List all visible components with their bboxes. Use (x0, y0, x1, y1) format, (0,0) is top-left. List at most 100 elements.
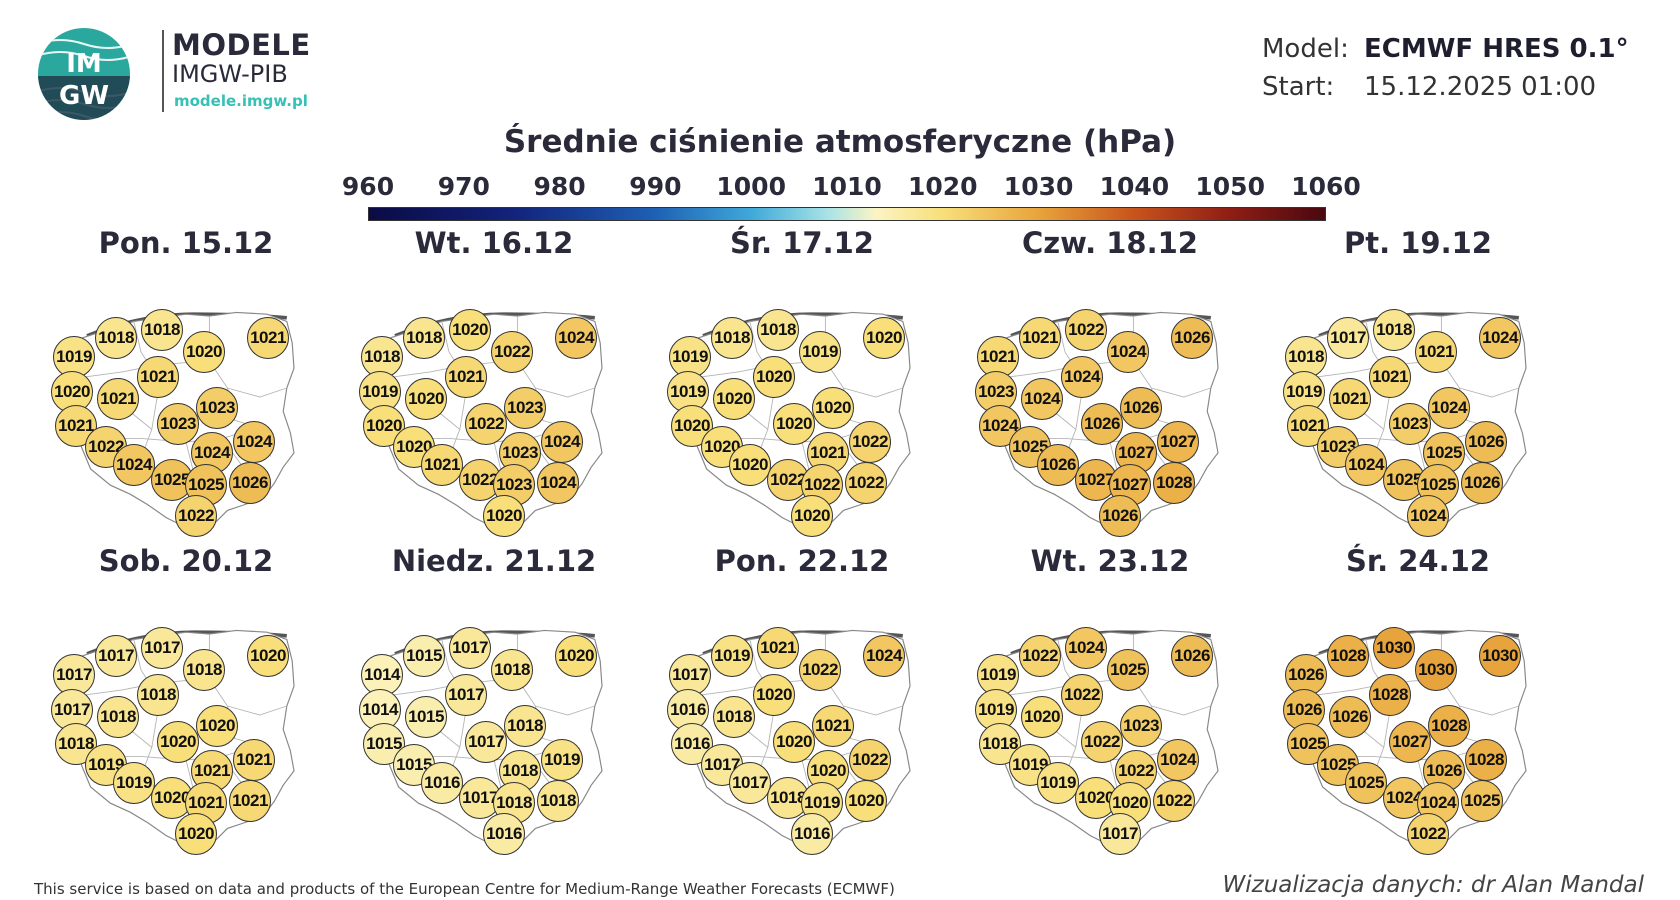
start-value: 15.12.2025 01:00 (1364, 72, 1597, 102)
panel-day-label: Pon. 22.12 (714, 544, 890, 578)
pressure-marker: 1020 (753, 674, 795, 717)
pressure-marker: 1024 (555, 316, 597, 359)
pressure-marker: 1022 (175, 494, 217, 537)
logo-divider (162, 30, 164, 112)
scale-tick-label: 1060 (1291, 172, 1361, 201)
pressure-marker: 1014 (361, 654, 403, 697)
region-border (1133, 360, 1211, 398)
pressure-marker: 1017 (445, 674, 487, 717)
pressure-marker: 1026 (1171, 634, 1213, 677)
pressure-marker: 1017 (1099, 812, 1141, 855)
station-markers: 1018 1017 1018 1021 1024 1019 1021 1021 1024 1021… (1268, 262, 1568, 537)
pressure-marker: 1022 (1065, 309, 1107, 352)
pressure-marker: 1023 (1389, 403, 1431, 445)
pressure-marker: 1020 (157, 721, 199, 763)
pressure-marker: 1018 (137, 674, 179, 717)
pressure-marker: 1023 (1120, 704, 1162, 747)
color-scale-ticks: 960 970 980 990 1000 1010 1020 1030 1040 1050 1060 (0, 172, 1680, 204)
station-markers: 1019 1022 1024 1025 1026 1019 1020 1022 1023 1018… (960, 580, 1260, 855)
pressure-marker: 1027 (1157, 421, 1199, 463)
scale-tick-label: 1040 (1099, 172, 1170, 201)
scale-tick-label: 1020 (908, 172, 978, 201)
pressure-marker: 1018 (141, 309, 183, 352)
pressure-marker: 1025 (1345, 762, 1387, 805)
model-label: Model: (1262, 34, 1349, 64)
region-border (517, 360, 595, 398)
scale-tick-label: 980 (533, 172, 586, 201)
pressure-marker: 1018 (491, 649, 533, 691)
pressure-marker: 1021 (247, 316, 289, 359)
station-markers: 1019 1018 1018 1020 1021 1020 1021 1021 1023 1021… (36, 262, 336, 537)
pressure-marker: 1028 (1428, 704, 1470, 747)
forecast-panel: Śr. 24.12 1026 1028 1030 1030 1030 1026 1026 102… (1268, 544, 1568, 855)
start-label: Start: (1262, 72, 1335, 102)
pressure-marker: 1019 (541, 739, 583, 781)
pressure-marker: 1024 (541, 421, 583, 463)
scale-tick-label: 1010 (812, 172, 882, 201)
pressure-marker: 1020 (363, 404, 405, 447)
panel-day-label: Śr. 17.12 (730, 226, 874, 260)
pressure-marker: 1023 (975, 370, 1017, 413)
pressure-marker: 1020 (247, 634, 289, 677)
pressure-marker: 1016 (791, 812, 833, 855)
forecast-panel: Czw. 18.12 1021 1021 1022 1024 1026 1023 1024 10… (960, 226, 1260, 537)
pressure-marker: 1026 (1285, 654, 1327, 697)
svg-text:GW: GW (59, 81, 109, 111)
scale-tick-label: 990 (629, 172, 682, 201)
forecast-panel: Wt. 23.12 1019 1022 1024 1025 1026 1019 1020 102… (960, 544, 1260, 855)
pressure-marker: 1020 (701, 426, 743, 469)
pressure-marker: 1018 (537, 780, 579, 823)
forecast-panel: Wt. 16.12 1018 1018 1020 1022 1024 1019 1020 102… (344, 226, 644, 537)
pressure-marker: 1030 (1373, 627, 1415, 670)
region-border (209, 678, 287, 716)
station-markers: 1019 1018 1018 1019 1020 1019 1020 1020 1020 1020… (652, 262, 952, 537)
pressure-marker: 1018 (403, 316, 445, 359)
pressure-marker: 1020 (753, 356, 795, 399)
pressure-marker: 1025 (1009, 426, 1051, 469)
pressure-marker: 1016 (421, 762, 463, 805)
pressure-marker: 1026 (1037, 444, 1079, 487)
pressure-marker: 1024 (1345, 444, 1387, 487)
pressure-marker: 1017 (465, 721, 507, 763)
model-value: ECMWF HRES 0.1° (1364, 34, 1629, 64)
pressure-marker: 1019 (113, 762, 155, 805)
forecast-panel: Pon. 15.12 1019 1018 1018 1020 1021 1020 1021 10… (36, 226, 336, 537)
pressure-marker: 1026 (1081, 403, 1123, 445)
pressure-marker: 1020 (812, 386, 854, 429)
pressure-marker: 1018 (757, 309, 799, 352)
pressure-marker: 1020 (773, 721, 815, 763)
pressure-marker: 1016 (483, 812, 525, 855)
pressure-marker: 1020 (845, 780, 887, 823)
pressure-marker: 1015 (403, 634, 445, 677)
pressure-marker: 1023 (157, 403, 199, 445)
pressure-marker: 1021 (233, 739, 275, 781)
pressure-marker: 1025 (1461, 780, 1503, 823)
panel-day-label: Pon. 15.12 (98, 226, 274, 260)
pressure-marker: 1026 (1461, 462, 1503, 505)
pressure-marker: 1023 (196, 386, 238, 429)
panel-day-label: Sob. 20.12 (98, 544, 274, 578)
scale-tick-label: 960 (341, 172, 395, 201)
pressure-marker: 1018 (1285, 336, 1327, 379)
region-border (825, 360, 903, 398)
pressure-marker: 1021 (1415, 331, 1457, 373)
brand-url-link[interactable]: modele.imgw.pl (174, 92, 308, 110)
pressure-marker: 1025 (1107, 649, 1149, 691)
pressure-marker: 1024 (1428, 386, 1470, 429)
pressure-marker: 1020 (483, 494, 525, 537)
pressure-marker: 1022 (465, 403, 507, 445)
pressure-marker: 1022 (849, 739, 891, 781)
pressure-marker: 1017 (95, 634, 137, 677)
footer-source: This service is based on data and produc… (34, 880, 895, 898)
pressure-marker: 1021 (1019, 316, 1061, 359)
pressure-marker: 1021 (445, 356, 487, 399)
pressure-marker: 1022 (849, 421, 891, 463)
panel-day-label: Wt. 16.12 (414, 226, 574, 260)
station-markers: 1018 1018 1020 1022 1024 1019 1020 1021 1023 1020… (344, 262, 644, 537)
pressure-marker: 1020 (729, 444, 771, 487)
station-markers: 1017 1019 1021 1022 1024 1016 1018 1020 1021 1016… (652, 580, 952, 855)
pressure-marker: 1017 (729, 762, 771, 805)
pressure-marker: 1019 (1037, 762, 1079, 805)
pressure-marker: 1021 (97, 377, 139, 420)
pressure-marker: 1024 (233, 421, 275, 463)
